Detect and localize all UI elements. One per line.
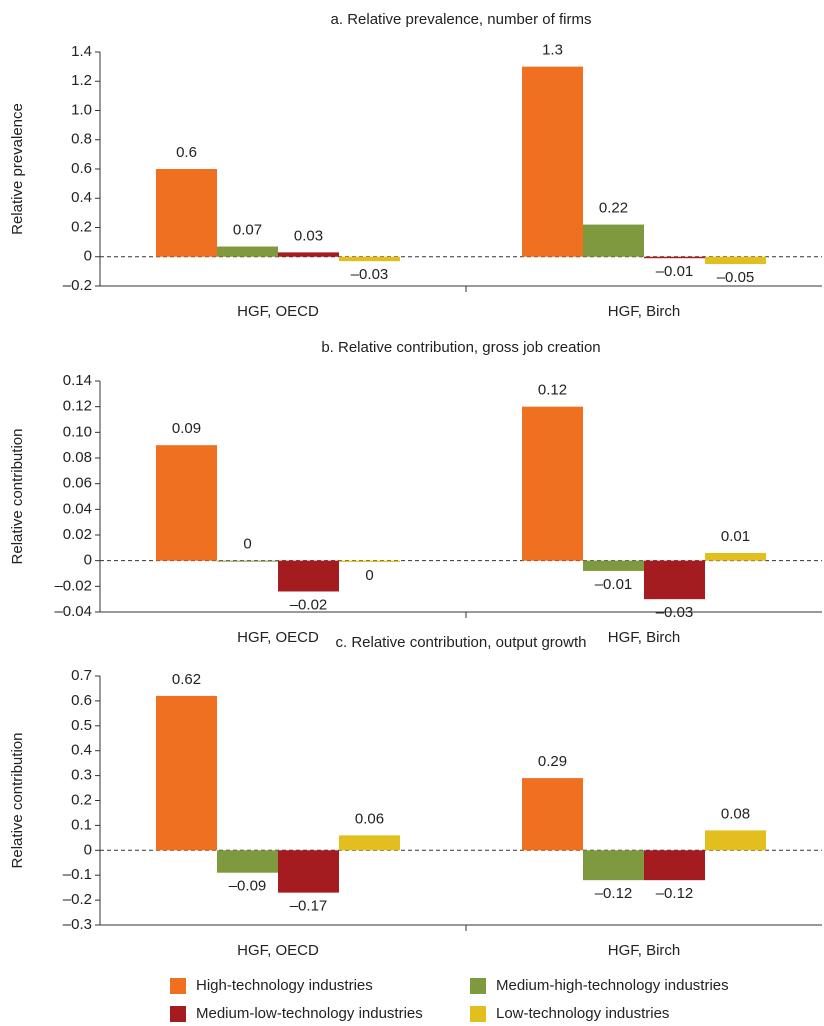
y-tick-label: 0.04	[63, 500, 92, 517]
legend-swatch	[470, 1006, 486, 1022]
bar	[644, 256, 705, 259]
y-tick-label: 0.8	[71, 131, 92, 148]
data-label: 0	[365, 567, 373, 584]
y-tick-label: 0.4	[71, 742, 92, 759]
data-label: –0.09	[229, 878, 267, 895]
y-axis-label: Relative contribution	[9, 733, 26, 869]
legend-label: Medium-high-technology industries	[496, 977, 729, 994]
bar	[583, 224, 644, 257]
data-label: –0.05	[717, 269, 755, 286]
panel-title: c. Relative contribution, output growth	[336, 634, 587, 651]
y-tick-label: 1.0	[71, 101, 92, 118]
y-tick-label: 0.4	[71, 189, 92, 206]
x-tick-label: HGF, OECD	[237, 303, 319, 320]
y-tick-label: 0.7	[71, 667, 92, 684]
bar	[522, 406, 583, 561]
data-label: 0.22	[599, 200, 628, 217]
legend-label: Low-technology industries	[496, 1005, 669, 1022]
data-label: –0.17	[290, 898, 328, 915]
y-tick-label: 0.10	[63, 423, 92, 440]
data-label: –0.01	[656, 263, 694, 280]
bar	[339, 560, 400, 562]
bar	[644, 850, 705, 881]
legend-label: High-technology industries	[196, 977, 373, 994]
data-label: –0.12	[656, 885, 694, 902]
x-tick-label: HGF, Birch	[608, 629, 681, 646]
bar	[217, 850, 278, 873]
data-label: –0.03	[656, 604, 694, 621]
x-tick-label: HGF, OECD	[237, 942, 319, 959]
data-label: 0.09	[172, 420, 201, 437]
data-label: –0.02	[290, 596, 328, 613]
bar	[339, 835, 400, 851]
bar	[705, 552, 766, 561]
bar	[705, 256, 766, 265]
legend-label: Medium-low-technology industries	[196, 1005, 423, 1022]
x-tick-label: HGF, OECD	[237, 629, 319, 646]
y-axis-label: Relative prevalence	[9, 103, 26, 235]
bar	[339, 256, 400, 262]
data-label: 0.08	[721, 805, 750, 822]
legend-swatch	[170, 1006, 186, 1022]
bar	[644, 560, 705, 600]
y-tick-label: 0	[84, 552, 92, 569]
y-tick-label: 1.4	[71, 43, 92, 60]
bar	[156, 695, 217, 851]
y-tick-label: 0.14	[63, 372, 92, 389]
y-tick-label: –0.2	[63, 277, 92, 294]
data-label: 0.07	[233, 221, 262, 238]
y-tick-label: –0.3	[63, 916, 92, 933]
y-tick-label: 0.6	[71, 692, 92, 709]
y-tick-label: 0.1	[71, 816, 92, 833]
bar	[217, 246, 278, 257]
data-label: 0.12	[538, 382, 567, 399]
y-tick-label: 0.02	[63, 526, 92, 543]
bar	[217, 560, 278, 562]
data-label: 0.62	[172, 671, 201, 688]
y-tick-label: –0.2	[63, 891, 92, 908]
bar	[156, 169, 217, 257]
bar	[278, 850, 339, 893]
x-tick-label: HGF, Birch	[608, 942, 681, 959]
y-tick-label: –0.04	[54, 603, 92, 620]
data-label: 1.3	[542, 42, 563, 59]
y-tick-label: 0.6	[71, 160, 92, 177]
legend-swatch	[170, 978, 186, 994]
bar	[156, 445, 217, 561]
bar	[278, 252, 339, 257]
y-axis-label: Relative contribution	[9, 429, 26, 565]
y-tick-label: –0.02	[54, 577, 92, 594]
legend-swatch	[470, 978, 486, 994]
data-label: 0.29	[538, 753, 567, 770]
data-label: 0.03	[294, 227, 323, 244]
data-label: 0.06	[355, 810, 384, 827]
y-tick-label: 0.12	[63, 398, 92, 415]
y-tick-label: 0.08	[63, 449, 92, 466]
bar	[278, 560, 339, 592]
data-label: –0.12	[595, 885, 633, 902]
bar	[522, 778, 583, 851]
y-tick-label: 0	[84, 248, 92, 265]
y-tick-label: 0	[84, 841, 92, 858]
bar	[705, 830, 766, 851]
y-tick-label: –0.1	[63, 866, 92, 883]
data-label: 0.01	[721, 528, 750, 545]
y-tick-label: 0.3	[71, 767, 92, 784]
y-tick-label: 0.5	[71, 717, 92, 734]
y-tick-label: 1.2	[71, 72, 92, 89]
y-tick-label: 0.2	[71, 218, 92, 235]
x-tick-label: HGF, Birch	[608, 303, 681, 320]
panel-title: a. Relative prevalence, number of firms	[331, 11, 592, 28]
bar	[583, 560, 644, 571]
y-tick-label: 0.2	[71, 791, 92, 808]
data-label: 0	[243, 536, 251, 553]
data-label: 0.6	[176, 144, 197, 161]
y-tick-label: 0.06	[63, 475, 92, 492]
data-label: –0.03	[351, 266, 389, 283]
bar	[583, 850, 644, 881]
bar	[522, 66, 583, 257]
panel-title: b. Relative contribution, gross job crea…	[321, 339, 600, 356]
data-label: –0.01	[595, 576, 633, 593]
